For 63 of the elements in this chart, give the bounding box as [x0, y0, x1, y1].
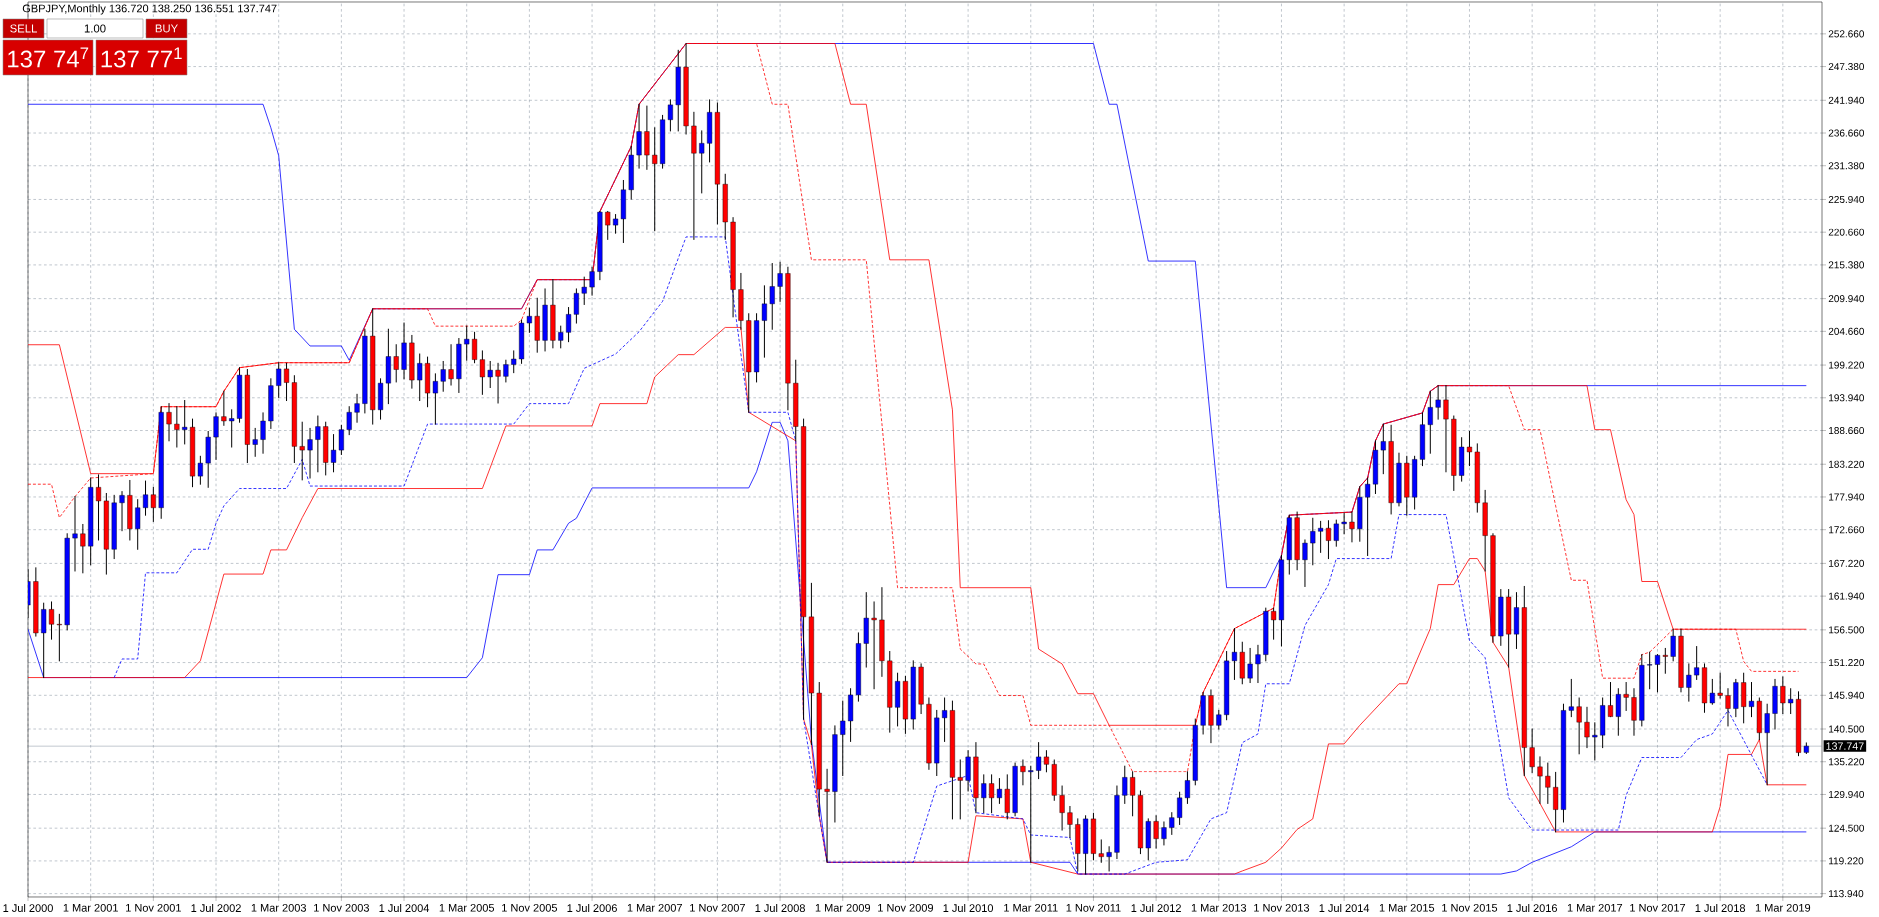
x-tick-label: 1 Jul 2008	[755, 903, 805, 912]
ref-line-label: 137.747	[1826, 742, 1864, 750]
x-tick-label: 1 Nov 2005	[502, 903, 558, 912]
y-tick-label: 225.940	[1828, 195, 1865, 203]
y-tick-label: 167.220	[1829, 559, 1865, 567]
x-tick-label: 1 Mar 2005	[439, 903, 495, 912]
y-tick-label: 161.940	[1829, 592, 1865, 600]
x-tick-label: 1 Mar 2015	[1379, 903, 1435, 912]
annotation: 137 74$^{7}$	[8, 47, 89, 68]
x-tick-label: 1 Mar 2017	[1567, 903, 1623, 912]
x-tick-label: 1 Jul 2000	[3, 903, 53, 912]
y-tick-label: 156.500	[1829, 626, 1865, 634]
x-tick-label: 1 Mar 2001	[63, 903, 118, 912]
y-tick-label: 209.940	[1828, 295, 1865, 303]
x-tick-label: 1 Jul 2006	[567, 903, 617, 912]
x-tick-label: 1 Mar 2019	[1755, 903, 1811, 912]
y-tick-label: 145.940	[1829, 691, 1865, 699]
y-tick-label: 241.940	[1828, 96, 1865, 104]
x-tick-label: 1 Nov 2013	[1254, 903, 1310, 912]
x-tick-label: 1 Mar 2003	[251, 903, 307, 912]
annotation: SELL	[10, 24, 37, 33]
x-tick-label: 1 Jul 2002	[191, 903, 241, 912]
y-tick-label: 151.220	[1829, 659, 1865, 667]
y-tick-label: 119.220	[1829, 857, 1864, 865]
y-tick-label: 129.940	[1829, 790, 1865, 799]
x-tick-label: 1 Nov 2007	[690, 903, 745, 912]
y-tick-label: 199.220	[1829, 361, 1865, 369]
x-tick-label: 1 Nov 2015	[1442, 903, 1498, 912]
x-tick-label: 1 Nov 2009	[878, 903, 934, 912]
x-tick-label: 1 Mar 2009	[815, 903, 871, 912]
x-tick-label: 1 Nov 2001	[126, 903, 181, 912]
y-tick-label: 204.660	[1828, 327, 1865, 335]
x-tick-label: 1 Mar 2011	[1004, 903, 1058, 912]
y-tick-label: 113.940	[1829, 890, 1864, 898]
x-tick-label: 1 Jul 2004	[379, 903, 430, 912]
x-tick-label: 1 Jul 2018	[1695, 903, 1746, 912]
x-tick-label: 1 Jul 2014	[1319, 903, 1370, 912]
annotation: BUY	[155, 24, 178, 33]
annotation: 1.00	[84, 24, 106, 33]
x-tick-label: 1 Jul 2010	[943, 903, 994, 912]
x-tick-label: 1 Mar 2007	[627, 903, 682, 912]
x-tick-label: 1 Jul 2012	[1131, 903, 1181, 912]
y-tick-label: 135.220	[1829, 758, 1865, 766]
x-tick-label: 1 Jul 2016	[1507, 903, 1558, 912]
y-tick-label: 188.660	[1829, 426, 1865, 435]
x-tick-label: 1 Mar 2013	[1191, 903, 1247, 912]
y-tick-label: 252.660	[1828, 30, 1865, 38]
chart-title: GBPJPY,Monthly 136.720 138.250 136.551 137.747	[22, 4, 277, 15]
x-tick-label: 1 Nov 2003	[314, 903, 369, 912]
y-tick-label: 193.940	[1829, 394, 1865, 402]
x-tick-label: 1 Nov 2011	[1066, 903, 1121, 912]
y-tick-label: 220.660	[1828, 228, 1865, 236]
y-tick-label: 231.380	[1828, 162, 1865, 170]
y-tick-label: 140.500	[1829, 725, 1865, 733]
y-tick-label: 236.660	[1828, 129, 1865, 137]
y-tick-label: 183.220	[1829, 460, 1865, 468]
y-tick-label: 215.380	[1828, 261, 1865, 269]
annotation: 137 77$^{1}$	[101, 47, 182, 68]
y-tick-label: 177.940	[1829, 493, 1865, 501]
y-tick-label: 172.660	[1829, 526, 1865, 534]
y-tick-label: 124.500	[1829, 824, 1865, 832]
y-tick-label: 247.380	[1828, 63, 1865, 71]
x-tick-label: 1 Nov 2017	[1630, 903, 1686, 912]
